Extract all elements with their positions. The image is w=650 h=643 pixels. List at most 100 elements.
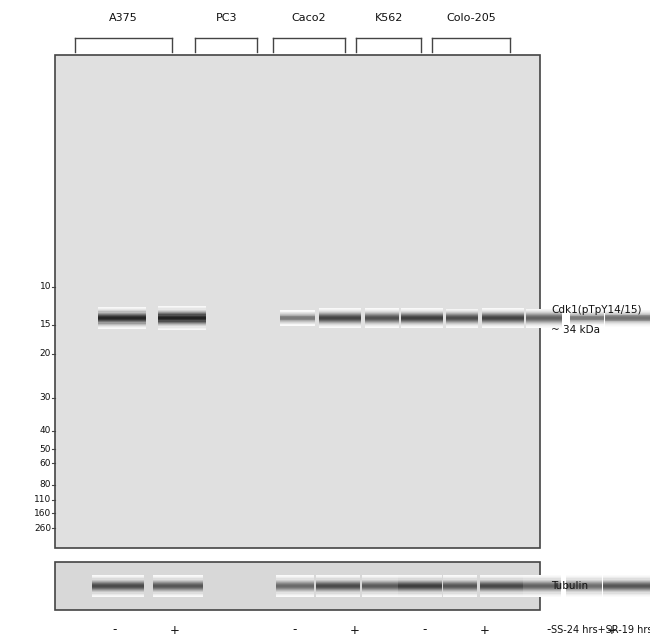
Text: Caco2: Caco2 (291, 13, 326, 23)
Bar (398, 589, 442, 590)
Text: Tubulin: Tubulin (551, 581, 588, 591)
Bar (92, 582, 144, 583)
Bar (526, 320, 562, 321)
Bar (482, 311, 524, 312)
Bar (398, 588, 442, 589)
Bar (158, 322, 206, 323)
Bar (482, 324, 524, 325)
Bar (365, 316, 399, 317)
Bar (603, 585, 650, 586)
Bar (92, 588, 144, 589)
Bar (523, 577, 561, 579)
Bar (401, 323, 443, 324)
Bar (401, 320, 443, 321)
Bar (566, 576, 602, 577)
Bar (480, 588, 524, 589)
Bar (365, 323, 399, 324)
Bar (398, 593, 442, 595)
Bar (92, 593, 144, 595)
Bar (362, 589, 398, 590)
Bar (603, 595, 650, 597)
Bar (446, 309, 478, 311)
Bar (443, 592, 477, 593)
Bar (158, 327, 206, 329)
Bar (280, 325, 315, 326)
Bar (319, 313, 361, 314)
Bar (482, 316, 524, 317)
Bar (570, 323, 604, 325)
Bar (280, 323, 315, 325)
Bar (98, 316, 146, 317)
Bar (98, 314, 146, 316)
Bar (98, 309, 146, 311)
Bar (276, 588, 314, 589)
Bar (319, 318, 361, 319)
Bar (319, 312, 361, 313)
Bar (280, 319, 315, 320)
Text: 40: 40 (40, 426, 51, 435)
Bar (603, 582, 650, 583)
Bar (55, 55, 540, 548)
Bar (480, 575, 524, 576)
Bar (365, 313, 399, 314)
Bar (319, 324, 361, 325)
Bar (482, 325, 524, 326)
Bar (446, 313, 478, 314)
Bar (153, 584, 203, 585)
Bar (362, 575, 398, 576)
Bar (316, 579, 360, 581)
Bar (153, 579, 203, 581)
Bar (158, 311, 206, 312)
Bar (482, 327, 524, 328)
Bar (276, 577, 314, 579)
Bar (443, 583, 477, 584)
Bar (446, 321, 478, 322)
Bar (603, 584, 650, 585)
Bar (276, 579, 314, 581)
Text: 160: 160 (34, 509, 51, 518)
Bar (319, 310, 361, 311)
Text: 80: 80 (40, 480, 51, 489)
Bar (280, 312, 315, 313)
Bar (365, 326, 399, 327)
Bar (566, 592, 602, 593)
Bar (605, 318, 650, 319)
Bar (280, 320, 315, 322)
Bar (92, 595, 144, 597)
Bar (401, 310, 443, 311)
Bar (526, 315, 562, 316)
Bar (98, 318, 146, 319)
Bar (153, 577, 203, 579)
Bar (362, 584, 398, 585)
Bar (92, 587, 144, 588)
Bar (480, 583, 524, 584)
Bar (365, 314, 399, 315)
Bar (398, 579, 442, 581)
Bar (153, 576, 203, 577)
Bar (153, 586, 203, 587)
Bar (523, 583, 561, 584)
Bar (398, 585, 442, 586)
Bar (605, 324, 650, 325)
Bar (526, 312, 562, 313)
Bar (365, 320, 399, 321)
Bar (603, 577, 650, 579)
Bar (276, 576, 314, 577)
Bar (276, 590, 314, 592)
Bar (446, 317, 478, 318)
Bar (319, 326, 361, 327)
Bar (319, 327, 361, 328)
Bar (526, 314, 562, 315)
Bar (153, 595, 203, 597)
Bar (603, 588, 650, 589)
Bar (398, 583, 442, 584)
Bar (523, 595, 561, 597)
Bar (365, 317, 399, 318)
Bar (153, 581, 203, 582)
Bar (603, 593, 650, 595)
Text: PC3: PC3 (215, 13, 237, 23)
Bar (276, 582, 314, 583)
Bar (570, 322, 604, 323)
Bar (319, 316, 361, 317)
Text: 110: 110 (34, 495, 51, 504)
